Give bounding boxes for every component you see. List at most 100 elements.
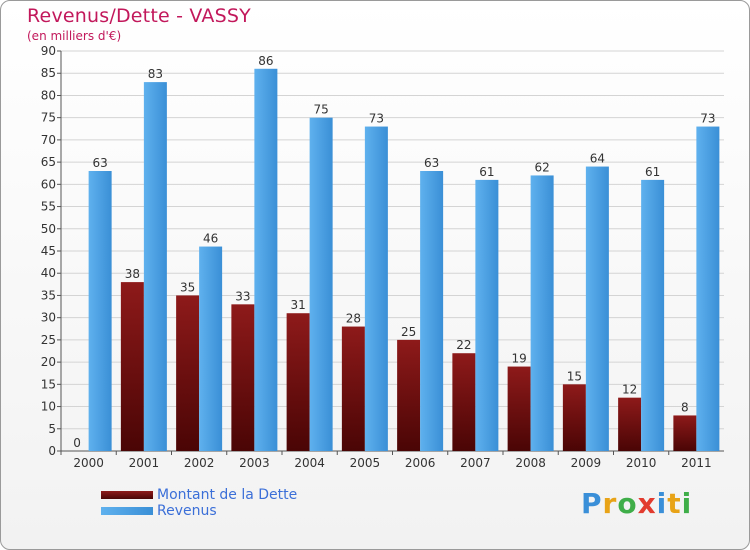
bar-debt-2011 <box>673 415 697 451</box>
bar-revenus-2011 <box>696 126 720 452</box>
logo-letter: x <box>637 487 657 520</box>
y-tick-label-85: 85 <box>41 66 56 80</box>
x-tick-label-2006: 2006 <box>405 456 436 470</box>
legend: Montant de la Dette Revenus <box>101 487 297 519</box>
logo-letter: P <box>581 487 603 520</box>
grid-lines <box>61 50 724 452</box>
y-tick-label-60: 60 <box>41 177 56 191</box>
logo-letter: i <box>656 487 668 520</box>
bar-debt-2008 <box>507 366 531 451</box>
data-label-revenus-2001: 83 <box>148 67 163 81</box>
y-tick-label-20: 20 <box>41 355 56 369</box>
data-label-revenus-2006: 63 <box>424 156 439 170</box>
y-tick-label-40: 40 <box>41 266 56 280</box>
legend-swatch-debt <box>101 491 153 499</box>
bar-debt-2010 <box>618 397 642 451</box>
x-tick-label-2001: 2001 <box>129 456 160 470</box>
data-label-debt-2009: 15 <box>567 369 582 383</box>
data-label-debt-2006: 25 <box>401 325 416 339</box>
data-label-debt-2001: 38 <box>125 267 140 281</box>
y-tick-label-0: 0 <box>48 444 56 458</box>
bar-debt-2001 <box>120 282 144 451</box>
bar-debt-2006 <box>397 339 421 451</box>
x-tick-label-2007: 2007 <box>460 456 491 470</box>
x-tick-label-2002: 2002 <box>184 456 215 470</box>
data-label-debt-2007: 22 <box>456 338 471 352</box>
y-tick-label-15: 15 <box>41 377 56 391</box>
bar-debt-2003 <box>231 304 255 451</box>
bar-revenus-2009 <box>585 166 609 452</box>
logo-letter: t <box>667 487 682 520</box>
y-tick-label-35: 35 <box>41 288 56 302</box>
bar-debt-2007 <box>452 353 476 451</box>
x-tick-label-2009: 2009 <box>571 456 602 470</box>
x-tick-label-2003: 2003 <box>239 456 270 470</box>
chart-title: Revenus/Dette - VASSY <box>27 5 251 27</box>
y-tick-label-30: 30 <box>41 311 56 325</box>
data-label-debt-2011: 8 <box>681 400 689 414</box>
data-label-debt-2000: 0 <box>73 436 81 450</box>
axes: 0510152025303540455055606570758085902000… <box>41 44 724 470</box>
bar-revenus-2006 <box>420 171 444 451</box>
data-label-revenus-2000: 63 <box>92 156 107 170</box>
data-label-debt-2008: 19 <box>511 352 526 366</box>
data-label-revenus-2007: 61 <box>479 165 494 179</box>
legend-swatch-revenus <box>101 507 153 515</box>
bar-revenus-2002 <box>199 246 223 451</box>
bar-revenus-2000 <box>88 171 112 451</box>
proxiti-logo: Proxiti <box>581 487 692 520</box>
bar-revenus-2007 <box>475 179 499 451</box>
logo-letter: i <box>681 487 693 520</box>
y-tick-label-45: 45 <box>41 244 56 258</box>
y-tick-label-50: 50 <box>41 222 56 236</box>
legend-item-debt: Montant de la Dette <box>101 487 297 503</box>
legend-item-revenus: Revenus <box>101 503 297 519</box>
data-label-debt-2004: 31 <box>290 298 305 312</box>
bar-revenus-2001 <box>143 82 167 451</box>
y-tick-label-25: 25 <box>41 333 56 347</box>
bar-debt-2005 <box>341 326 365 451</box>
bar-debt-2002 <box>176 295 200 451</box>
y-tick-label-70: 70 <box>41 133 56 147</box>
y-tick-label-75: 75 <box>41 111 56 125</box>
data-label-revenus-2002: 46 <box>203 232 218 246</box>
data-label-debt-2010: 12 <box>622 383 637 397</box>
data-label-revenus-2003: 86 <box>258 54 273 68</box>
x-tick-label-2008: 2008 <box>515 456 546 470</box>
data-label-debt-2003: 33 <box>235 289 250 303</box>
logo-letter: r <box>602 487 618 520</box>
bar-debt-2004 <box>286 313 310 451</box>
x-tick-label-2004: 2004 <box>294 456 325 470</box>
x-tick-label-2005: 2005 <box>350 456 381 470</box>
bar-revenus-2005 <box>364 126 388 452</box>
bar-revenus-2008 <box>530 175 554 451</box>
data-label-revenus-2009: 64 <box>590 152 605 166</box>
data-label-debt-2002: 35 <box>180 280 195 294</box>
x-tick-label-2010: 2010 <box>626 456 657 470</box>
data-label-debt-2005: 28 <box>346 312 361 326</box>
data-label-revenus-2010: 61 <box>645 165 660 179</box>
data-label-revenus-2005: 73 <box>369 112 384 126</box>
y-tick-label-5: 5 <box>48 422 56 436</box>
logo-letter: o <box>617 487 638 520</box>
x-tick-label-2000: 2000 <box>73 456 104 470</box>
data-labels: 0 38 35 33 31 28 25 22 19 15 12 8 63 83 46 86 75 73 63 61 62… <box>73 54 715 450</box>
y-tick-label-65: 65 <box>41 155 56 169</box>
y-tick-label-10: 10 <box>41 400 56 414</box>
bar-revenus-2010 <box>641 179 665 451</box>
bar-debt-2009 <box>562 384 586 451</box>
data-label-revenus-2011: 73 <box>700 112 715 126</box>
data-label-revenus-2008: 62 <box>534 160 549 174</box>
bar-revenus-2003 <box>254 68 278 452</box>
y-tick-label-80: 80 <box>41 88 56 102</box>
legend-label-debt: Montant de la Dette <box>157 487 298 503</box>
y-tick-label-90: 90 <box>41 44 56 58</box>
y-tick-label-55: 55 <box>41 200 56 214</box>
bars <box>88 68 720 452</box>
bar-revenus-2004 <box>309 117 333 452</box>
data-label-revenus-2004: 75 <box>313 103 328 117</box>
x-tick-label-2011: 2011 <box>681 456 712 470</box>
chart-subtitle: (en milliers d'€) <box>27 29 122 43</box>
